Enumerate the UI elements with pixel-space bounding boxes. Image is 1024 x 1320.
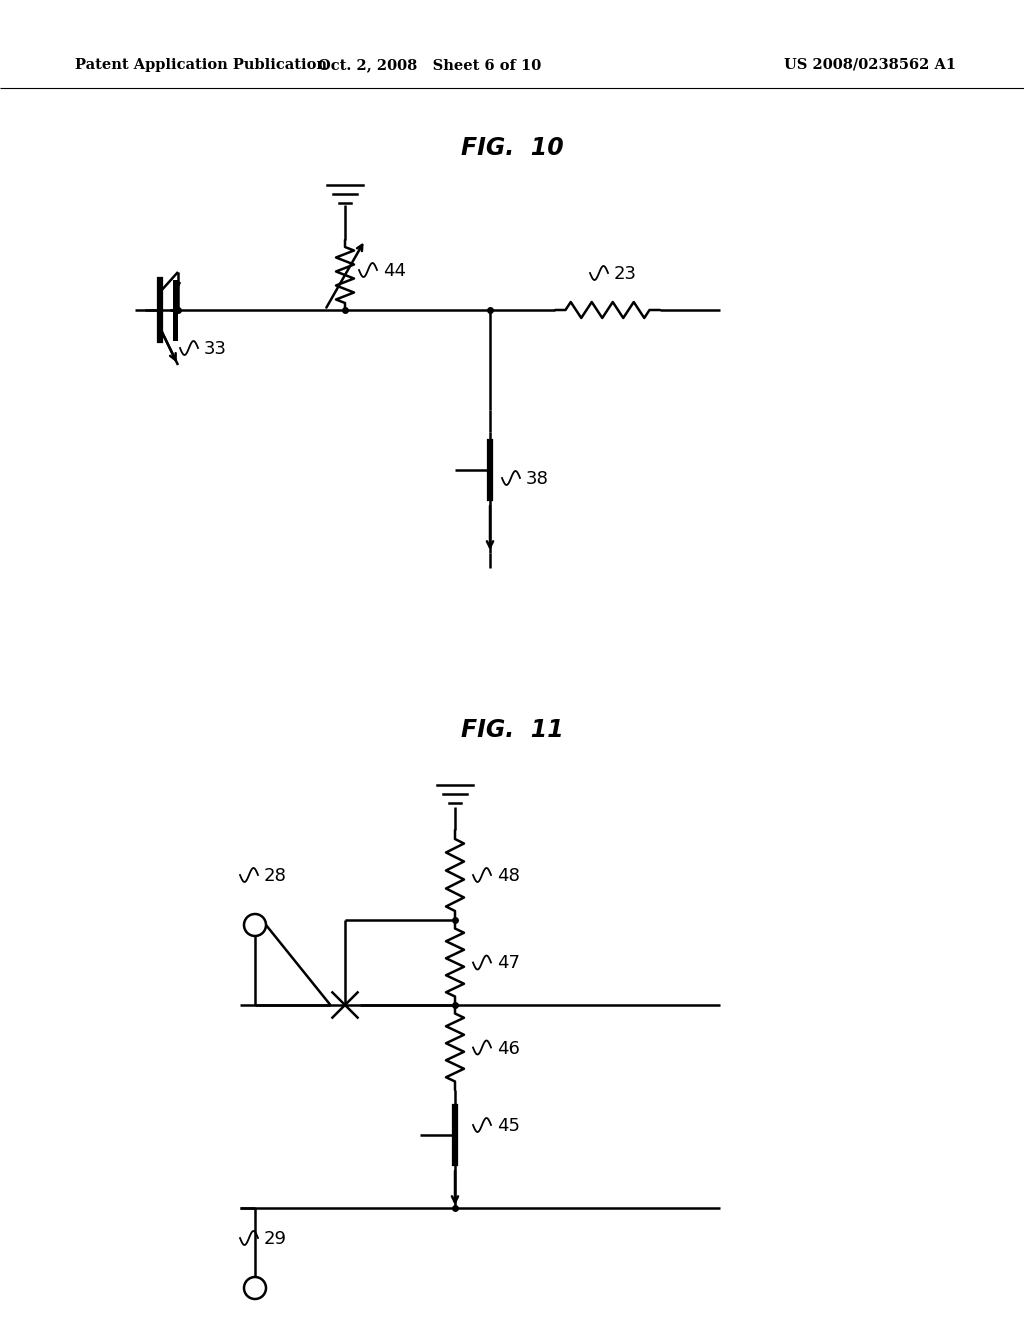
Text: FIG.  11: FIG. 11 — [461, 718, 563, 742]
Text: 33: 33 — [204, 341, 227, 358]
Text: 38: 38 — [526, 470, 549, 488]
Text: Patent Application Publication: Patent Application Publication — [75, 58, 327, 73]
Text: 47: 47 — [497, 954, 520, 973]
Text: 23: 23 — [614, 265, 637, 282]
Text: US 2008/0238562 A1: US 2008/0238562 A1 — [784, 58, 956, 73]
Text: 28: 28 — [264, 867, 287, 884]
Text: 29: 29 — [264, 1230, 287, 1247]
Text: 44: 44 — [383, 261, 406, 280]
Text: 46: 46 — [497, 1040, 520, 1057]
Text: 45: 45 — [497, 1117, 520, 1135]
Text: FIG.  10: FIG. 10 — [461, 136, 563, 160]
Text: Oct. 2, 2008   Sheet 6 of 10: Oct. 2, 2008 Sheet 6 of 10 — [318, 58, 542, 73]
Text: 48: 48 — [497, 867, 520, 884]
